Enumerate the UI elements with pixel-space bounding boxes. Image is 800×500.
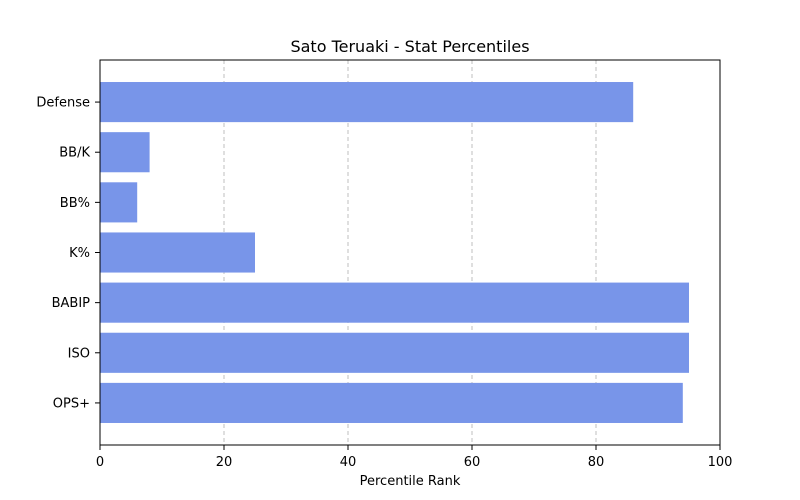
bar-ops- (100, 382, 683, 423)
chart-title: Sato Teruaki - Stat Percentiles (290, 37, 529, 56)
x-axis-ticks: 0 20 40 60 80 100 (96, 445, 733, 470)
x-tick-label: 40 (340, 455, 357, 470)
y-axis-ticks: Defense BB/K BB% K% BABIP ISO OPS+ (36, 96, 100, 411)
x-tick-label: 20 (216, 455, 233, 470)
x-tick-label: 60 (464, 455, 481, 470)
y-tick-label: BABIP (52, 296, 91, 311)
y-tick-label: ISO (68, 346, 90, 361)
bar-bb-k (100, 132, 150, 173)
x-tick-label: 0 (96, 455, 104, 470)
y-tick-label: K% (69, 246, 90, 261)
bars (100, 82, 689, 423)
x-tick-label: 100 (708, 455, 733, 470)
bar-iso (100, 332, 689, 373)
bar-defense (100, 82, 634, 123)
bar-babip (100, 282, 689, 323)
x-axis-label: Percentile Rank (360, 474, 461, 489)
y-tick-label: Defense (36, 96, 90, 111)
y-tick-label: OPS+ (53, 396, 90, 411)
bar-k- (100, 232, 255, 273)
x-tick-label: 80 (588, 455, 605, 470)
y-tick-label: BB/K (59, 146, 90, 161)
bar-bb- (100, 182, 138, 223)
y-tick-label: BB% (60, 196, 90, 211)
